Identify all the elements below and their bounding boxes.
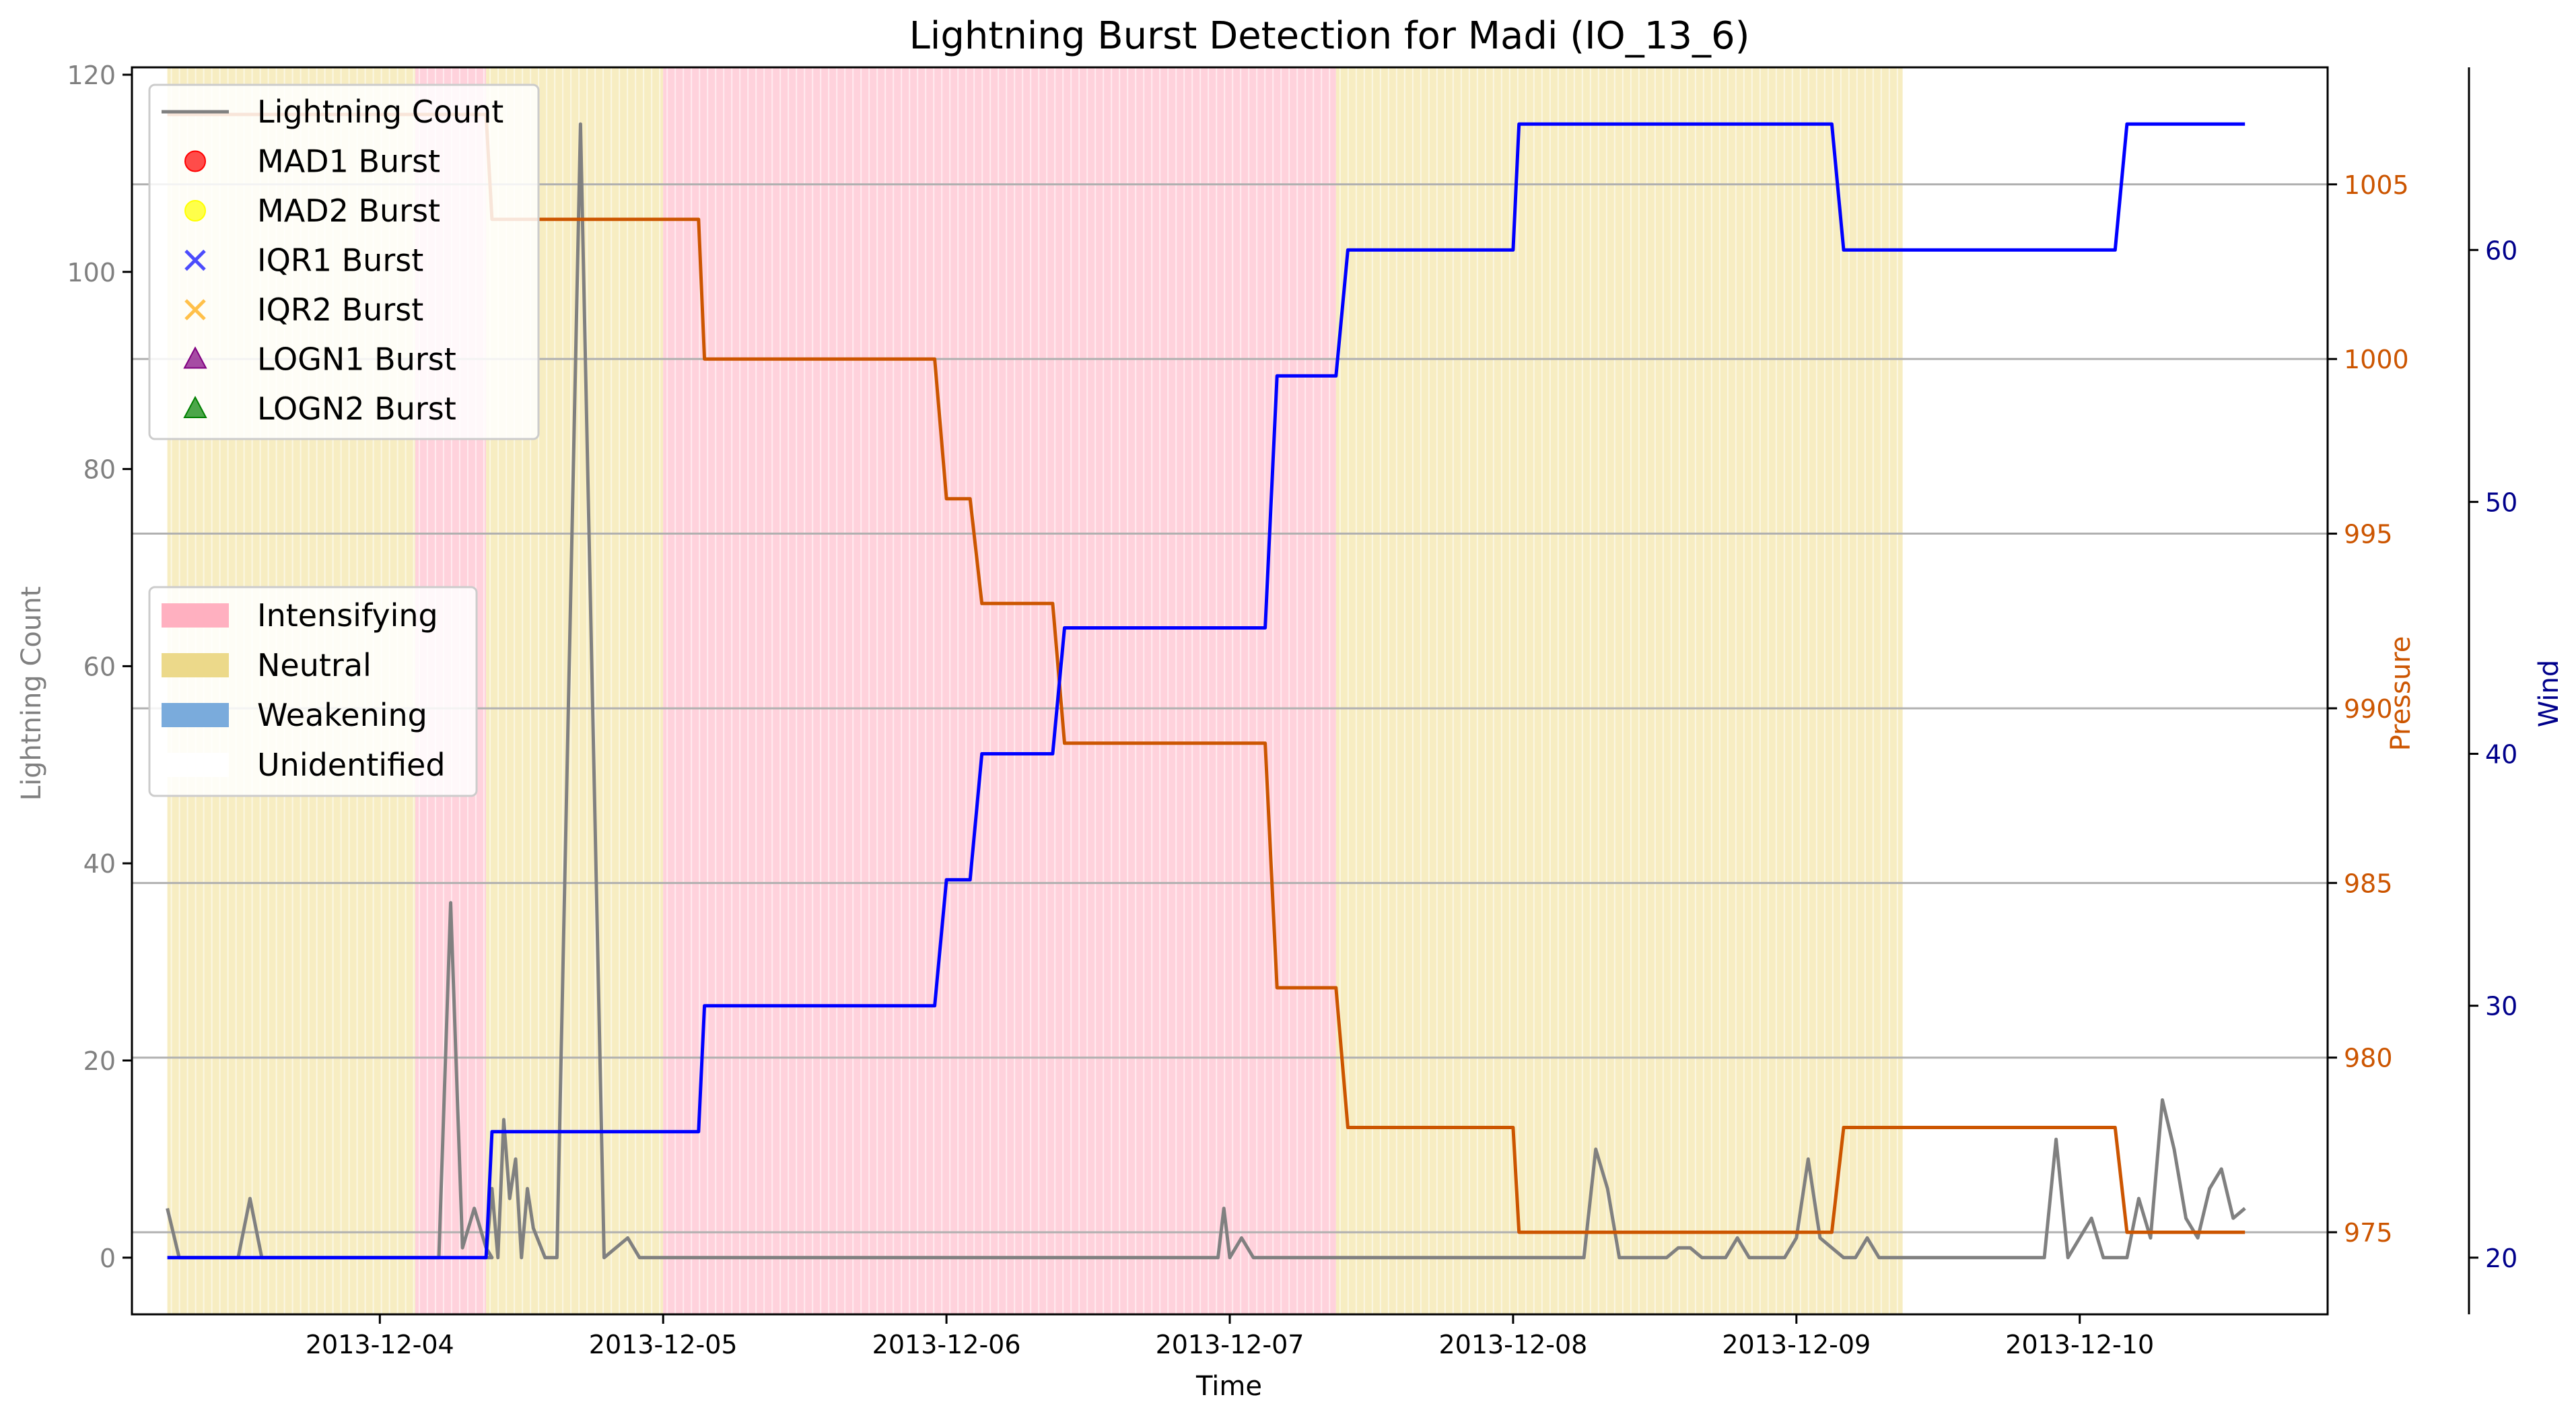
x-tick-label: 2013-12-06 xyxy=(872,1330,1021,1359)
pressure-tick-label: 975 xyxy=(2344,1218,2393,1248)
legend-phase-label: Neutral xyxy=(257,647,372,683)
legend-phase-swatch xyxy=(162,603,229,628)
left-tick-label: 40 xyxy=(83,849,116,879)
left-axis-label: Lightning Count xyxy=(16,586,47,801)
x-tick-label: 2013-12-05 xyxy=(589,1330,738,1359)
legend-series-label: MAD2 Burst xyxy=(257,193,440,229)
legend-triangle-marker xyxy=(183,395,207,418)
legend-phases-box xyxy=(148,586,478,797)
legend-series-label: IQR2 Burst xyxy=(257,292,423,328)
x-axis-label: Time xyxy=(1195,1371,1262,1402)
left-tick-label: 60 xyxy=(83,652,116,681)
wind-tick-label: 50 xyxy=(2485,487,2517,517)
pressure-series-layer xyxy=(167,112,2246,1234)
legend-phase-swatch xyxy=(162,653,229,677)
left-tick-label: 120 xyxy=(67,61,116,90)
legend-series: Lightning Count MAD1 Burst MAD2 Burst IQR1 … xyxy=(148,83,540,440)
pressure-tick-label: 995 xyxy=(2344,520,2393,549)
x-tick-label: 2013-12-04 xyxy=(306,1330,454,1359)
legend-phase-swatch xyxy=(162,753,229,777)
pressure-tick-label: 985 xyxy=(2344,869,2393,898)
x-tick-label: 2013-12-09 xyxy=(1722,1330,1871,1359)
legend-circle-marker xyxy=(184,200,206,222)
legend-series-label: Lightning Count xyxy=(257,94,503,130)
left-tick-label: 20 xyxy=(83,1046,116,1076)
left-tick-label: 0 xyxy=(100,1244,116,1273)
pressure-tick-label: 990 xyxy=(2344,694,2393,724)
legend-x-marker xyxy=(184,299,206,321)
pressure-tick-label: 1000 xyxy=(2344,345,2409,374)
legend-series-box xyxy=(148,83,540,440)
x-tick-label: 2013-12-08 xyxy=(1438,1330,1587,1359)
legend-circle-marker xyxy=(184,150,206,172)
left-tick-label: 80 xyxy=(83,455,116,485)
left-tick-label: 100 xyxy=(67,258,116,288)
legend-series-label: MAD1 Burst xyxy=(257,143,440,180)
legend-triangle-marker xyxy=(183,346,207,369)
legend-phase-label: Unidentified xyxy=(257,747,446,783)
legend-series-label: LOGN2 Burst xyxy=(257,391,456,427)
pressure-axis-label: Pressure xyxy=(2386,636,2416,751)
pressure-tick-label: 1005 xyxy=(2344,170,2409,200)
legend-phase-label: Weakening xyxy=(257,697,427,733)
pressure-line xyxy=(167,112,2246,1234)
legend-phases: Intensifying Neutral Weakening Unidentified xyxy=(148,586,478,797)
legend-phase-label: Intensifying xyxy=(257,597,438,634)
x-tick-label: 2013-12-07 xyxy=(1156,1330,1304,1359)
pressure-tick-label: 980 xyxy=(2344,1044,2393,1073)
legend-x-marker xyxy=(184,249,206,271)
chart-title: Lightning Burst Detection for Madi (IO_1… xyxy=(909,14,1750,58)
wind-tick-label: 20 xyxy=(2485,1244,2517,1273)
wind-series-layer xyxy=(167,122,2246,1260)
axes-layer: 0 20 40 60 80 100 120 975 980 985 990 995 1000 1005 20… xyxy=(67,61,2517,1359)
legend-series-label: IQR1 Burst xyxy=(257,242,423,279)
legend-phase-swatch xyxy=(162,703,229,727)
wind-line xyxy=(167,122,2246,1260)
wind-tick-label: 60 xyxy=(2485,236,2517,265)
wind-tick-label: 30 xyxy=(2485,992,2517,1021)
x-tick-label: 2013-12-10 xyxy=(2005,1330,2154,1359)
wind-axis-label: Wind xyxy=(2534,660,2565,728)
wind-tick-label: 40 xyxy=(2485,740,2517,770)
legend-series-label: LOGN1 Burst xyxy=(257,341,456,378)
